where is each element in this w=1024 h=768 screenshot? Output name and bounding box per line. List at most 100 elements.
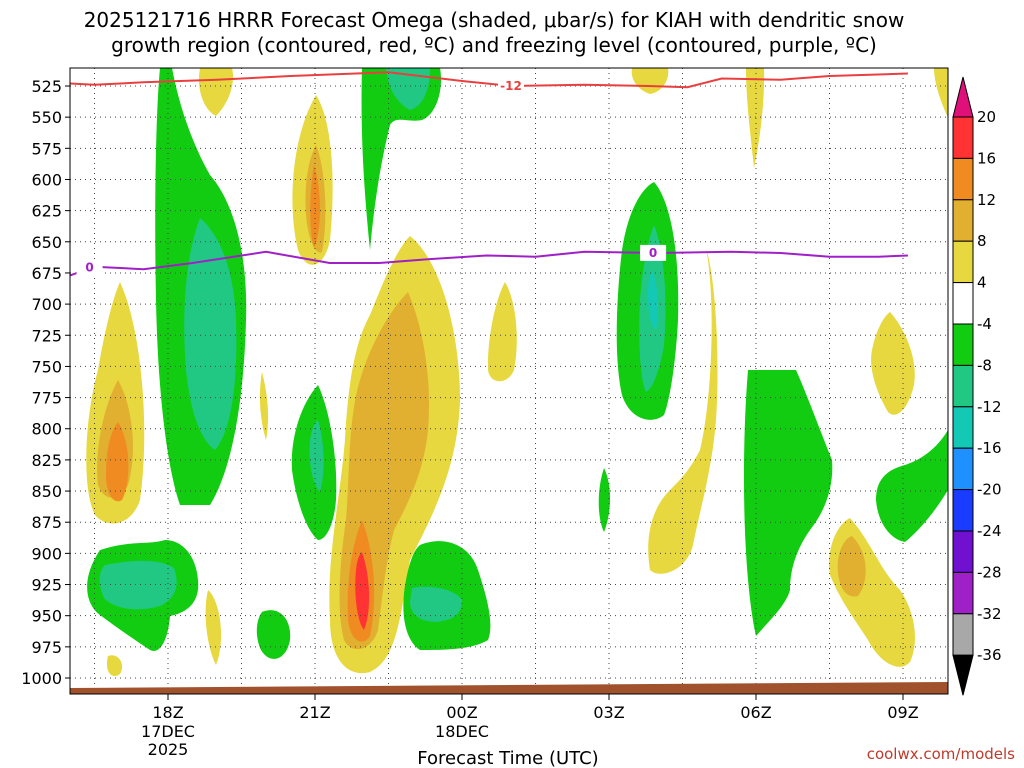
omega-shading xyxy=(86,68,948,676)
colorbar-label-1: 16 xyxy=(977,149,996,167)
freezing-level-label: 0 xyxy=(649,246,657,260)
colorbar-label-12: -32 xyxy=(977,605,1002,623)
shade-12-16-a xyxy=(106,422,129,502)
shade-positive-small-1 xyxy=(106,655,123,676)
y-tick-label-700: 700 xyxy=(31,295,62,314)
colorbar: 20 16 12 8 4 -4 -8 -12 -16 -20 -24 -28 -32 -36 xyxy=(952,76,1002,696)
y-tick-label-800: 800 xyxy=(31,420,62,439)
contour-label-bg xyxy=(640,244,667,261)
shade-positive-4 xyxy=(487,282,517,382)
colorbar-swatch-12 xyxy=(952,613,974,656)
shade-8-12-negative-c xyxy=(309,420,324,492)
x-axis-label: Forecast Time (UTC) xyxy=(417,748,598,768)
y-tick-label-825: 825 xyxy=(31,451,62,470)
shade-8-12-negative-b xyxy=(99,560,177,610)
y-tick-label-875: 875 xyxy=(31,513,62,532)
x-tick-date-00Z: 18DEC xyxy=(435,722,489,741)
x-tick-label-21Z: 21Z xyxy=(299,703,330,722)
x-tick-year-18Z: 2025 xyxy=(148,740,189,759)
shade-positive-6 xyxy=(871,312,915,415)
colorbar-swatch-0 xyxy=(952,116,974,159)
y-tick-label-1000: 1000 xyxy=(21,669,62,688)
colorbar-swatch-10 xyxy=(952,530,974,573)
y-tick-label-650: 650 xyxy=(31,233,62,252)
x-tick-date-18Z: 17DEC xyxy=(141,722,195,741)
y-tick-label-575: 575 xyxy=(31,139,62,158)
colorbar-label-5: -4 xyxy=(977,315,992,333)
contour-label-bg xyxy=(76,259,103,276)
shade-16-20 xyxy=(355,552,370,630)
y-tick-label-950: 950 xyxy=(31,607,62,626)
shade-positive-top-2 xyxy=(631,68,669,94)
y-axis: 525 550 575 600 625 650 675 700 725 750 775 800 825 8… xyxy=(21,77,70,688)
y-tick-label-675: 675 xyxy=(31,264,62,283)
shade-positive-top-3 xyxy=(746,68,765,168)
shade-negative-far-right xyxy=(876,430,948,542)
terrain-ground xyxy=(70,682,948,694)
chart-title-line1: 2025121716 HRRR Forecast Omega (shaded, … xyxy=(84,8,905,32)
y-tick-label-775: 775 xyxy=(31,389,62,408)
colorbar-label-11: -28 xyxy=(977,563,1002,581)
colorbar-label-8: -16 xyxy=(977,439,1002,457)
shade-8-12-d xyxy=(837,536,866,597)
colorbar-swatch-11 xyxy=(952,571,974,615)
y-tick-label-725: 725 xyxy=(31,326,62,345)
shade-8-12-negative-d xyxy=(410,586,462,622)
x-tick-label-09Z: 09Z xyxy=(887,703,918,722)
colorbar-label-7: -12 xyxy=(977,398,1002,416)
y-tick-label-900: 900 xyxy=(31,544,62,563)
y-tick-label-925: 925 xyxy=(31,576,62,595)
colorbar-label-13: -36 xyxy=(977,646,1002,664)
contour-labels: 0 0 -12 xyxy=(76,78,667,276)
colorbar-swatch-2 xyxy=(952,199,974,242)
y-tick-label-550: 550 xyxy=(31,108,62,127)
x-tick-label-18Z: 18Z xyxy=(152,703,183,722)
y-tick-label-975: 975 xyxy=(31,638,62,657)
shade-8-12-negative-e xyxy=(386,68,430,110)
contour-label-bg xyxy=(498,78,524,94)
colorbar-swatch-9 xyxy=(952,489,974,532)
shade-negative-right-large xyxy=(744,370,833,636)
freezing-level-line xyxy=(70,250,908,277)
shade-positive-2 xyxy=(205,590,222,665)
x-tick-label-00Z: 00Z xyxy=(446,703,477,722)
y-tick-label-600: 600 xyxy=(31,170,62,189)
shade-12-16-b xyxy=(310,165,320,248)
shade-negative-top-mid xyxy=(361,68,442,250)
x-tick-label-03Z: 03Z xyxy=(593,703,624,722)
shade-positive-5 xyxy=(648,248,718,574)
chart-title-line2: growth region (contoured, red, ºC) and f… xyxy=(111,33,877,57)
colorbar-bottom-arrow xyxy=(952,654,974,696)
x-tick-label-06Z: 06Z xyxy=(740,703,771,722)
colorbar-label-10: -24 xyxy=(977,522,1002,540)
shade-8-12-negative-a xyxy=(184,218,237,450)
colorbar-label-2: 12 xyxy=(977,191,996,209)
plot-frame xyxy=(69,67,949,695)
shade-negative-small-2 xyxy=(598,468,610,532)
credit-text: coolwx.com/models xyxy=(867,745,1015,763)
colorbar-swatch-5 xyxy=(952,323,974,366)
freezing-level-label: 0 xyxy=(85,261,93,275)
colorbar-label-0: 20 xyxy=(977,108,996,126)
colorbar-swatch-6 xyxy=(952,364,974,408)
shade-positive-top-right xyxy=(934,68,948,118)
colorbar-label-9: -20 xyxy=(977,481,1002,499)
colorbar-top-arrow xyxy=(952,76,974,118)
y-tick-label-850: 850 xyxy=(31,482,62,501)
shade-positive-sliver xyxy=(259,372,269,440)
shade-12-16-negative xyxy=(648,270,659,330)
colorbar-swatch-7 xyxy=(952,406,974,449)
colorbar-swatch-8 xyxy=(952,447,974,491)
y-tick-label-625: 625 xyxy=(31,202,62,221)
colorbar-swatch-1 xyxy=(952,157,974,201)
y-tick-label-750: 750 xyxy=(31,357,62,376)
colorbar-label-3: 8 xyxy=(977,232,987,250)
dgz-label: -12 xyxy=(500,79,522,93)
colorbar-swatch-3 xyxy=(952,240,974,284)
colorbar-label-6: -8 xyxy=(977,356,992,374)
colorbar-swatch-4 xyxy=(952,282,974,325)
y-tick-label-525: 525 xyxy=(31,77,62,96)
colorbar-label-4: 4 xyxy=(977,274,987,292)
